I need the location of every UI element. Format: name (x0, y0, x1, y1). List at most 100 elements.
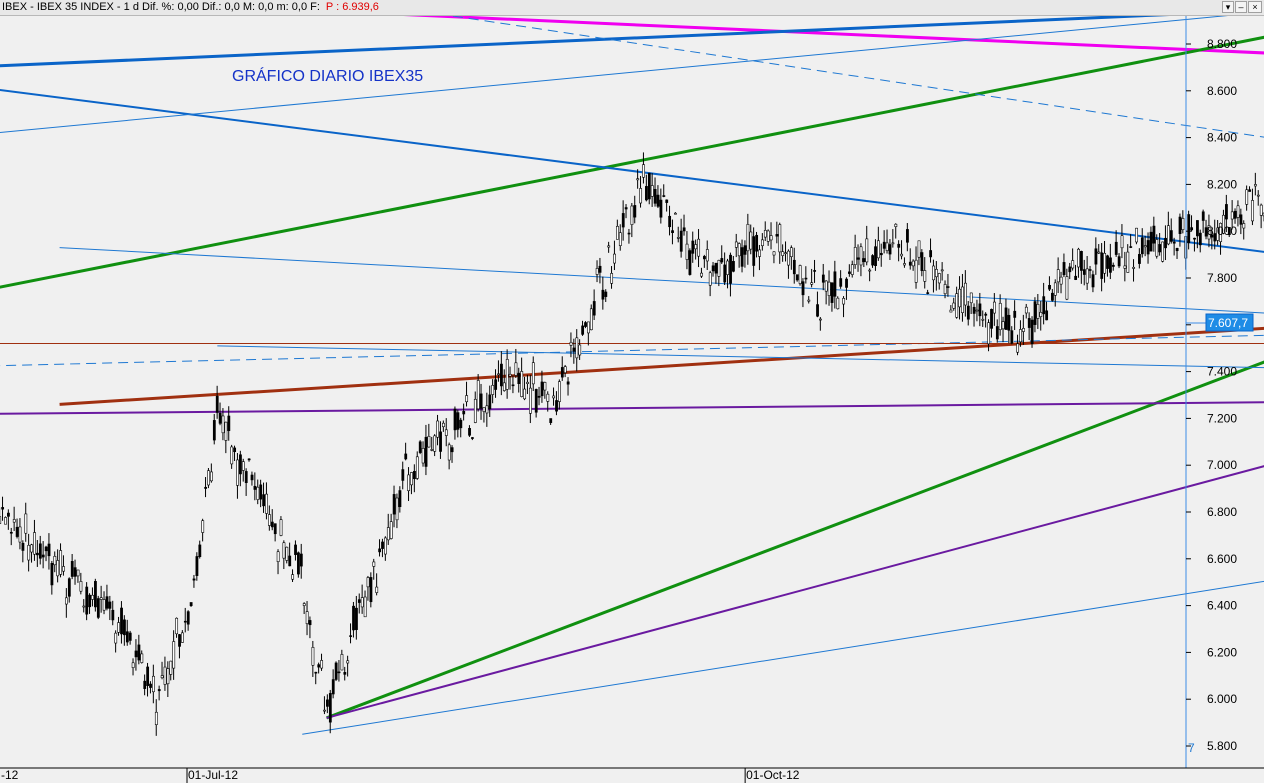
candle-body (326, 699, 329, 707)
candle-body (523, 388, 527, 400)
candle-body (0, 516, 2, 524)
candle-body (711, 265, 715, 272)
candle-body (1198, 232, 1202, 246)
candle-body (1230, 211, 1234, 220)
ibex-daily-chart[interactable]: 8.8008.6008.4008.2008.0007.8007.6007.400… (0, 16, 1264, 783)
candle-body (514, 362, 518, 376)
candle-body (862, 258, 866, 263)
y-tick-label: 6.200 (1207, 645, 1237, 659)
candle-body (96, 598, 100, 618)
candle-body (1016, 343, 1020, 353)
candle-body (427, 436, 431, 448)
candle-body (740, 247, 744, 267)
candle-body (1254, 184, 1257, 187)
menu-dropdown-button[interactable]: ▾ (1222, 1, 1234, 13)
y-tick-label: 6.600 (1207, 552, 1237, 566)
candle-body (1114, 241, 1118, 255)
candle-body (734, 241, 738, 248)
candle-body (433, 435, 437, 452)
minimize-button[interactable]: – (1235, 1, 1247, 13)
candle-body (1227, 227, 1231, 236)
candle-body (923, 270, 927, 282)
candle-body (1172, 241, 1176, 244)
candle-body (848, 271, 851, 274)
candle-body (352, 605, 355, 631)
candle-body (998, 302, 1002, 331)
candle-body (856, 257, 860, 260)
candle-body (163, 666, 167, 685)
axis-corner-label: 7 (1188, 741, 1195, 755)
candle-body (865, 238, 869, 263)
candle-body (386, 527, 390, 541)
candle-body (117, 622, 121, 633)
candle-body (630, 205, 634, 225)
candle-body (1201, 211, 1205, 221)
candle-body (958, 288, 962, 308)
candle-body (317, 664, 321, 668)
candle-body (520, 371, 524, 397)
candle-body (186, 611, 190, 625)
candle-body (378, 548, 382, 553)
candle-body (30, 544, 34, 553)
candle-body (1187, 214, 1191, 244)
candle-body (1094, 248, 1098, 265)
candle-body (1048, 284, 1051, 290)
candle-body (360, 597, 364, 608)
candle-body (842, 298, 846, 305)
window-titlebar: IBEX - IBEX 35 INDEX - 1 d Dif. %: 0,00 … (0, 0, 1264, 16)
candle-body (1062, 262, 1066, 276)
candle-body (1027, 318, 1031, 328)
candle-body (1036, 304, 1040, 319)
candle-body (241, 461, 245, 471)
instrument-info: IBEX - IBEX 35 INDEX - 1 d Dif. %: 0,00 … (2, 0, 379, 15)
candle-body (476, 380, 480, 410)
candle-body (621, 213, 625, 228)
candle-body (790, 247, 793, 257)
current-price-readout: P : 6.939,6 (325, 1, 379, 13)
candle-body (67, 578, 71, 597)
candle-body (250, 474, 254, 481)
candle-body (1068, 266, 1072, 273)
candle-body (639, 188, 643, 204)
close-button[interactable]: × (1248, 1, 1262, 13)
candle-body (65, 597, 68, 605)
candle-body (41, 554, 45, 558)
candle-body (703, 256, 706, 260)
candle-body (833, 271, 837, 297)
candle-body (775, 234, 779, 237)
candle-body (755, 234, 759, 252)
candle-body (430, 449, 434, 451)
candle-body (218, 412, 222, 424)
candle-body (581, 325, 585, 335)
candle-body (926, 292, 930, 294)
candle-body (215, 395, 219, 413)
candle-body (131, 662, 135, 668)
candle-body (1106, 255, 1109, 269)
candle-body (1219, 222, 1223, 242)
candle-body (662, 195, 666, 197)
candle-body (531, 362, 535, 385)
candle-body (601, 289, 605, 300)
candle-body (276, 551, 280, 562)
trendline (59, 247, 1264, 314)
candle-body (627, 232, 631, 235)
candle-body (404, 453, 408, 460)
candle-body (694, 244, 698, 250)
y-tick-label: 5.800 (1207, 739, 1237, 753)
candle-body (1019, 329, 1022, 343)
candle-body (656, 194, 660, 207)
candle-body (653, 189, 657, 204)
candle-body (1, 507, 5, 510)
candle-body (114, 632, 118, 644)
candle-body (1245, 189, 1249, 205)
candle-body (726, 260, 730, 275)
candle-body (1158, 244, 1162, 253)
candle-body (1024, 306, 1028, 314)
y-tick-label: 6.000 (1207, 692, 1237, 706)
candle-body (27, 544, 31, 561)
candle-body (769, 235, 773, 241)
candle-body (598, 265, 602, 273)
candle-body (56, 560, 60, 577)
candle-body (152, 675, 155, 693)
candle-body (749, 231, 753, 250)
